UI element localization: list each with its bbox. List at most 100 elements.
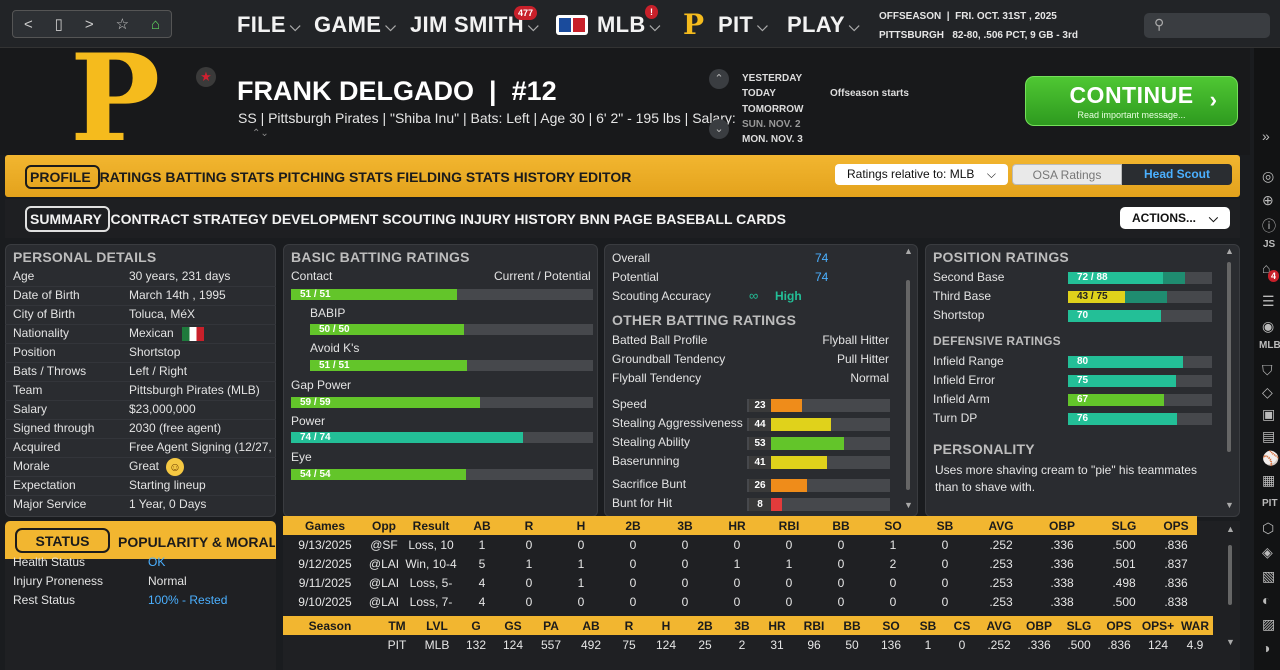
menu-manager[interactable]: JIM SMITH ⌵ [410, 12, 539, 38]
scrollbar[interactable] [1228, 545, 1232, 605]
column-header[interactable]: WAR [1177, 616, 1213, 635]
column-header[interactable]: 3B [725, 616, 759, 635]
column-header[interactable]: 2B [607, 516, 659, 535]
column-header[interactable]: AVG [979, 616, 1019, 635]
column-header[interactable]: Season [283, 616, 377, 635]
column-header[interactable]: SB [919, 516, 971, 535]
scrollbar[interactable] [1227, 262, 1231, 452]
column-header[interactable]: G [457, 616, 495, 635]
rail-icon[interactable]: ▣ [1262, 406, 1276, 422]
tab-pitching-stats[interactable]: PITCHING STATS [278, 169, 397, 185]
tab-profile[interactable]: PROFILE [25, 165, 100, 189]
menu-play[interactable]: PLAY ⌵ [787, 12, 860, 38]
date-item[interactable]: SUN. NOV. 2 [742, 118, 801, 130]
date-item[interactable]: MON. NOV. 3 [742, 134, 803, 146]
rail-icon[interactable]: ▤ [1262, 428, 1276, 444]
expand-icon[interactable]: » [1262, 128, 1270, 144]
tab-injury-history[interactable]: INJURY HISTORY [459, 211, 580, 227]
column-header[interactable]: SB [911, 616, 945, 635]
column-header[interactable]: BB [833, 616, 871, 635]
column-header[interactable]: BB [815, 516, 867, 535]
actions-dropdown[interactable]: ACTIONS... ⌵ [1120, 207, 1230, 229]
column-header[interactable]: Result [401, 516, 461, 535]
rail-icon[interactable]: ⬡ [1262, 520, 1275, 536]
continue-button[interactable]: CONTINUE Read important message... › [1025, 76, 1238, 126]
rail-icon[interactable]: ◐ [1262, 592, 1271, 608]
tab-baseball-cards[interactable]: BASEBALL CARDS [656, 211, 786, 227]
column-header[interactable]: H [647, 616, 685, 635]
table-row[interactable]: 9/10/2025 @LAI Loss, 7- 4 0 0 0 0 0 0 0 0 0 .253 .338.… [283, 592, 1197, 611]
rail-icon[interactable]: ◇ [1262, 384, 1273, 400]
tab-strategy[interactable]: STRATEGY [192, 211, 272, 227]
tab-batting-stats[interactable]: BATTING STATS [165, 169, 279, 185]
star-icon[interactable]: ☆ [115, 16, 130, 33]
column-header[interactable]: AVG [971, 516, 1031, 535]
scroll-up-icon[interactable]: ▲ [1225, 246, 1234, 256]
tab-summary[interactable]: SUMMARY [25, 206, 111, 232]
scroll-up-icon[interactable]: ▲ [1226, 524, 1235, 534]
column-header[interactable]: 2B [685, 616, 725, 635]
column-header[interactable]: Opp [367, 516, 401, 535]
tab-popularity-morale[interactable]: POPULARITY & MORALE [118, 534, 275, 550]
column-header[interactable]: OBP [1031, 516, 1093, 535]
menu-pit[interactable]: PIT ⌵ [718, 12, 768, 38]
rail-label-mlb[interactable]: MLB [1259, 340, 1280, 351]
column-header[interactable]: AB [461, 516, 503, 535]
rail-icon[interactable]: ◉ [1262, 318, 1275, 334]
tab-fielding-stats[interactable]: FIELDING STATS [396, 169, 514, 185]
column-header[interactable]: CS [945, 616, 979, 635]
table-row[interactable]: 9/12/2025 @LAI Win, 10-4 5 1 1 0 0 1 1 0 2 0 .253 .336… [283, 554, 1197, 573]
tab-bnn-page[interactable]: BNN PAGE [579, 211, 657, 227]
scroll-up-icon[interactable]: ▲ [904, 246, 913, 256]
tab-ratings[interactable]: RATINGS [99, 169, 166, 185]
back-icon[interactable]: < [23, 15, 33, 33]
date-yesterday[interactable]: YESTERDAY [742, 73, 803, 84]
column-header[interactable]: TM [377, 616, 417, 635]
rail-icon[interactable]: ▧ [1262, 568, 1276, 584]
column-header[interactable]: OPS+ [1139, 616, 1177, 635]
column-header[interactable]: LVL [417, 616, 457, 635]
info-icon[interactable]: ⓘ [1262, 218, 1276, 234]
date-today[interactable]: TODAY [742, 88, 776, 100]
device-icon[interactable]: ▯ [54, 16, 63, 33]
rail-icon[interactable]: ◑ [1262, 640, 1271, 656]
scroll-down-icon[interactable]: ▼ [904, 500, 913, 510]
rail-icon[interactable]: ▦ [1262, 472, 1276, 488]
tab-history[interactable]: HISTORY [513, 169, 579, 185]
shield-icon[interactable]: ⛉ [1262, 362, 1273, 378]
scrollbar[interactable] [906, 280, 910, 490]
column-header[interactable]: RBI [795, 616, 833, 635]
table-row[interactable]: 9/11/2025 @LAI Loss, 5- 4 0 1 0 0 0 0 0 0 0 .253 .338.… [283, 573, 1197, 592]
column-header[interactable]: SLG [1059, 616, 1099, 635]
list-icon[interactable]: ☰ [1262, 293, 1275, 309]
rail-label-pit[interactable]: PIT [1262, 498, 1278, 509]
column-header[interactable]: RBI [763, 516, 815, 535]
column-header[interactable]: SLG [1093, 516, 1155, 535]
ratings-relative-select[interactable]: Ratings relative to: MLB ⌵ [835, 164, 1008, 185]
column-header[interactable]: SO [867, 516, 919, 535]
column-header[interactable]: PA [531, 616, 571, 635]
baseball-icon[interactable]: ⚾ [1262, 450, 1280, 466]
rail-icon[interactable]: ▨ [1262, 616, 1276, 632]
rail-icon[interactable]: ◎ [1262, 168, 1275, 184]
column-header[interactable]: R [503, 516, 555, 535]
column-header[interactable]: R [611, 616, 647, 635]
column-header[interactable]: SO [871, 616, 911, 635]
scroll-down-icon[interactable]: ▼ [1226, 637, 1235, 647]
column-header[interactable]: OBP [1019, 616, 1059, 635]
date-tomorrow[interactable]: TOMORROW [742, 103, 804, 115]
osa-ratings-button[interactable]: OSA Ratings [1012, 164, 1122, 185]
scroll-down-icon[interactable]: ▼ [1225, 500, 1234, 510]
menu-game[interactable]: GAME ⌵ [314, 12, 396, 38]
home-icon[interactable]: ⌂ [1262, 260, 1271, 276]
column-header[interactable]: H [555, 516, 607, 535]
column-header[interactable]: OPS [1155, 516, 1197, 535]
rail-icon[interactable]: ◈ [1262, 544, 1273, 560]
column-header[interactable]: HR [711, 516, 763, 535]
menu-file[interactable]: FILE ⌵ [237, 12, 301, 38]
column-header[interactable]: HR [759, 616, 795, 635]
tab-contract[interactable]: CONTRACT [110, 211, 193, 227]
tab-editor[interactable]: EDITOR [578, 169, 632, 185]
forward-icon[interactable]: > [84, 15, 94, 33]
collapse-icon[interactable]: ⌃⌄ [252, 128, 269, 139]
